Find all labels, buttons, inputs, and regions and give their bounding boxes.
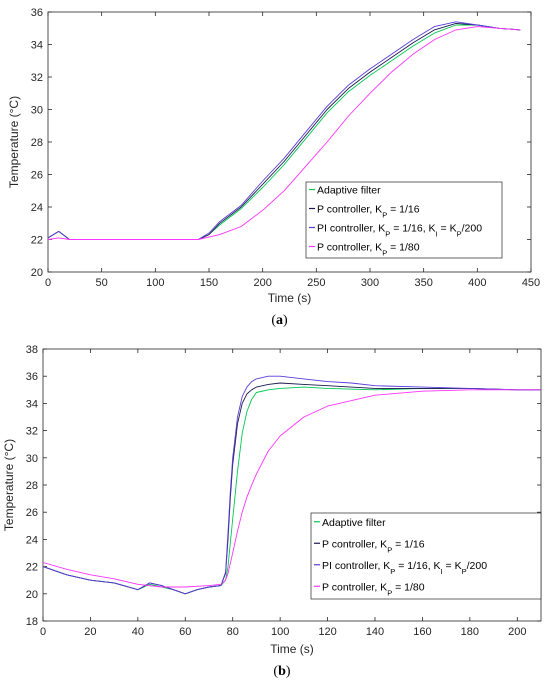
subfigure-label: (b) [273, 664, 290, 679]
series-line-1 [42, 386, 541, 595]
y-tick-label: 28 [31, 137, 43, 149]
x-tick-label: 20 [84, 626, 96, 638]
legend-entry: P controller, KP = 1/16 [322, 538, 425, 554]
y-axis-label: Temperature (°C) [2, 439, 16, 531]
y-tick-label: 22 [26, 562, 38, 574]
x-tick-label: 0 [40, 626, 46, 638]
x-tick-label: 140 [366, 626, 384, 638]
x-tick-label: 200 [508, 626, 526, 638]
x-tick-label: 0 [45, 277, 51, 289]
x-tick-label: 80 [227, 626, 239, 638]
legend-box [310, 512, 542, 600]
y-tick-label: 24 [31, 202, 43, 214]
legend-entry: Adaptive filter [317, 185, 381, 197]
legend-entry: PI controller, KP = 1/16, KI = KP/200 [317, 223, 482, 239]
y-tick-label: 20 [26, 589, 38, 601]
x-tick-label: 180 [461, 626, 479, 638]
y-tick-label: 36 [31, 7, 43, 19]
legend-entry: PI controller, KP = 1/16, KI = KP/200 [322, 560, 487, 576]
x-tick-label: 100 [271, 626, 289, 638]
y-tick-label: 34 [26, 398, 38, 410]
x-tick-label: 60 [179, 626, 191, 638]
x-axis-label: Time (s) [270, 642, 314, 656]
x-tick-label: 200 [253, 277, 271, 289]
legend-entry: P controller, KP = 1/16 [317, 204, 420, 220]
y-tick-label: 26 [31, 170, 43, 182]
y-tick-label: 36 [26, 371, 38, 383]
legend-entry: P controller, KP = 1/80 [322, 581, 425, 597]
y-tick-label: 24 [26, 534, 38, 546]
x-tick-label: 40 [132, 626, 144, 638]
y-tick-label: 32 [31, 72, 43, 84]
chart-b: 0 20 40 60 80 100 120 140 160 180 200 18 20 22 24 26 28 3… [2, 344, 542, 679]
x-tick-label: 300 [361, 277, 379, 289]
x-tick-label: 100 [146, 277, 164, 289]
subfigure-label: (a) [271, 313, 288, 328]
y-axis-label: Temperature (°C) [7, 96, 21, 188]
x-tick-label: 350 [414, 277, 432, 289]
y-tick-label: 28 [26, 480, 38, 492]
y-tick-label: 38 [26, 344, 38, 356]
y-tick-label: 26 [26, 507, 38, 519]
y-tick-label: 22 [31, 235, 43, 247]
chart-a: 0 50 100 150 200 250 300 350 400 450 20 22 24 26 28 30 3… [7, 7, 540, 328]
y-tick-label: 34 [31, 40, 43, 52]
y-tick-label: 32 [26, 426, 38, 438]
y-tick-label: 30 [26, 453, 38, 465]
series-line-4 [47, 26, 521, 240]
x-tick-label: 250 [307, 277, 325, 289]
series-line-3 [42, 375, 541, 595]
x-tick-label: 160 [413, 626, 431, 638]
legend-entry: P controller, KP = 1/80 [317, 242, 420, 258]
y-tick-label: 20 [31, 267, 43, 279]
x-tick-label: 400 [468, 277, 486, 289]
y-tick-label: 18 [26, 616, 38, 628]
y-tick-label: 30 [31, 105, 43, 117]
x-tick-label: 450 [522, 277, 540, 289]
legend-box [305, 181, 503, 259]
x-tick-label: 120 [318, 626, 336, 638]
series-line-4 [42, 389, 541, 588]
x-axis-label: Time (s) [268, 291, 312, 305]
legend-entry: Adaptive filter [322, 517, 386, 529]
x-tick-label: 150 [200, 277, 218, 289]
x-tick-label: 50 [96, 277, 108, 289]
